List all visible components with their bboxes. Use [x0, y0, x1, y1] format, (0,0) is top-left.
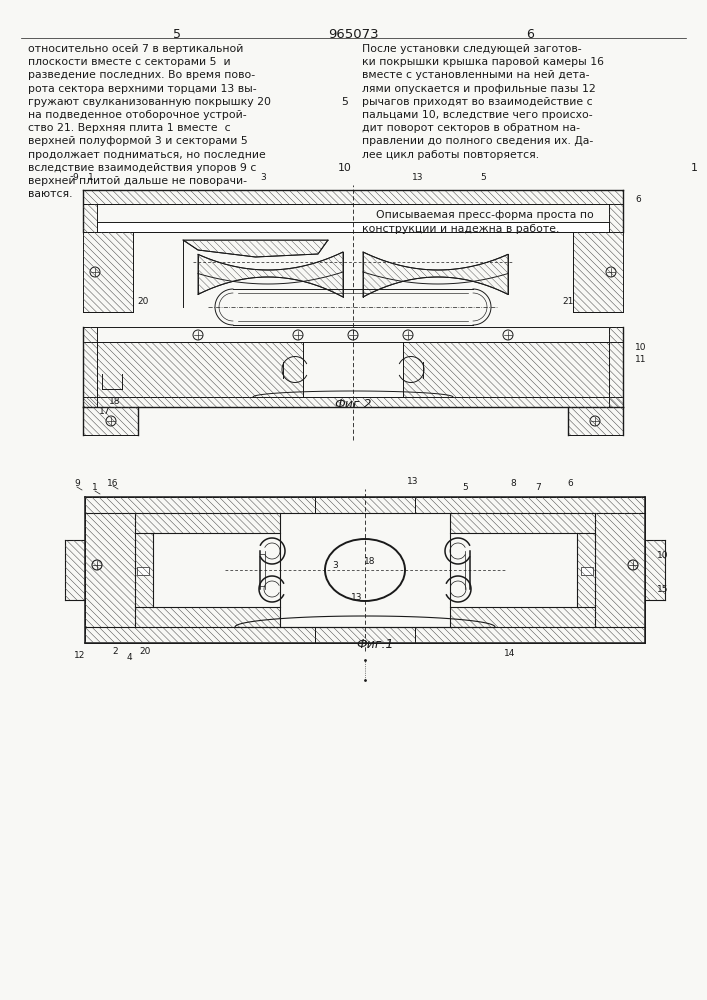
Text: относительно осей 7 в вертикальной: относительно осей 7 в вертикальной: [28, 44, 243, 54]
Text: Фиг.2: Фиг.2: [334, 398, 372, 412]
Text: После установки следующей заготов-: После установки следующей заготов-: [362, 44, 582, 54]
Text: верхней плитой дальше не поворачи-: верхней плитой дальше не поворачи-: [28, 176, 247, 186]
Text: 5: 5: [462, 483, 468, 491]
Bar: [97, 222, 609, 232]
Text: 13: 13: [407, 477, 419, 486]
Text: 10: 10: [338, 163, 352, 173]
Bar: [581, 567, 593, 575]
Text: дит поворот секторов в обратном на-: дит поворот секторов в обратном на-: [362, 123, 580, 133]
Text: пальцами 10, вследствие чего происхо-: пальцами 10, вследствие чего происхо-: [362, 110, 592, 120]
Text: 3: 3: [260, 174, 266, 182]
Text: 10: 10: [636, 342, 647, 352]
Text: 13: 13: [351, 593, 363, 602]
Text: ки покрышки крышка паровой камеры 16: ки покрышки крышка паровой камеры 16: [362, 57, 604, 67]
Text: рота сектора верхними торцами 13 вы-: рота сектора верхними торцами 13 вы-: [28, 84, 257, 94]
Text: 5: 5: [173, 28, 181, 41]
Text: 20: 20: [139, 647, 151, 656]
Text: верхней полуформой 3 и секторами 5: верхней полуформой 3 и секторами 5: [28, 136, 247, 146]
Text: 6: 6: [635, 196, 641, 205]
Text: 8: 8: [510, 479, 516, 488]
Bar: [153, 533, 280, 607]
Text: гружают свулканизованную покрышку 20: гружают свулканизованную покрышку 20: [28, 97, 271, 107]
Text: конструкции и надежна в работе.: конструкции и надежна в работе.: [362, 224, 559, 234]
Text: 1: 1: [691, 163, 697, 173]
Text: Описываемая пресс-форма проста по: Описываемая пресс-форма проста по: [362, 210, 594, 220]
Text: 12: 12: [74, 650, 86, 660]
Text: 2: 2: [112, 647, 118, 656]
Text: вследствие взаимодействия упоров 9 с: вследствие взаимодействия упоров 9 с: [28, 163, 257, 173]
Text: 6: 6: [526, 28, 534, 41]
Text: 16: 16: [107, 479, 119, 488]
Text: 1: 1: [92, 484, 98, 492]
Text: 20: 20: [137, 298, 148, 306]
Text: 17: 17: [99, 406, 111, 416]
Text: 1: 1: [88, 174, 94, 182]
Text: на подведенное отоборочное устрой-: на подведенное отоборочное устрой-: [28, 110, 247, 120]
Text: вместе с установленными на ней дета-: вместе с установленными на ней дета-: [362, 70, 590, 80]
Text: плоскости вместе с секторами 5  и: плоскости вместе с секторами 5 и: [28, 57, 230, 67]
Text: ваются.: ваются.: [28, 189, 73, 199]
Text: Фиг.1: Фиг.1: [356, 639, 394, 652]
Text: 5: 5: [480, 174, 486, 182]
Text: 21: 21: [562, 298, 573, 306]
Text: 9: 9: [74, 480, 80, 488]
Text: 18: 18: [364, 558, 375, 566]
Text: 3: 3: [332, 560, 338, 570]
Text: 10: 10: [658, 550, 669, 560]
Text: рычагов приходят во взаимодействие с: рычагов приходят во взаимодействие с: [362, 97, 592, 107]
Text: правлении до полного сведения их. Да-: правлении до полного сведения их. Да-: [362, 136, 593, 146]
Text: 13: 13: [412, 174, 423, 182]
Text: 18: 18: [110, 397, 121, 406]
Text: 6: 6: [567, 479, 573, 488]
Text: 7: 7: [535, 483, 541, 491]
Text: 14: 14: [504, 648, 515, 658]
Text: 15: 15: [658, 585, 669, 594]
Text: лями опускается и профильные пазы 12: лями опускается и профильные пазы 12: [362, 84, 596, 94]
Text: 9: 9: [72, 174, 78, 182]
Text: ство 21. Верхняя плита 1 вместе  с: ство 21. Верхняя плита 1 вместе с: [28, 123, 230, 133]
Text: разведение последних. Во время пово-: разведение последних. Во время пово-: [28, 70, 255, 80]
Text: 4: 4: [126, 652, 132, 662]
Text: 965073: 965073: [327, 28, 378, 41]
Text: 11: 11: [636, 355, 647, 363]
Bar: [137, 567, 149, 575]
Text: 5: 5: [341, 97, 349, 107]
Text: продолжает подниматься, но последние: продолжает подниматься, но последние: [28, 150, 266, 160]
Text: лее цикл работы повторяется.: лее цикл работы повторяется.: [362, 150, 539, 160]
